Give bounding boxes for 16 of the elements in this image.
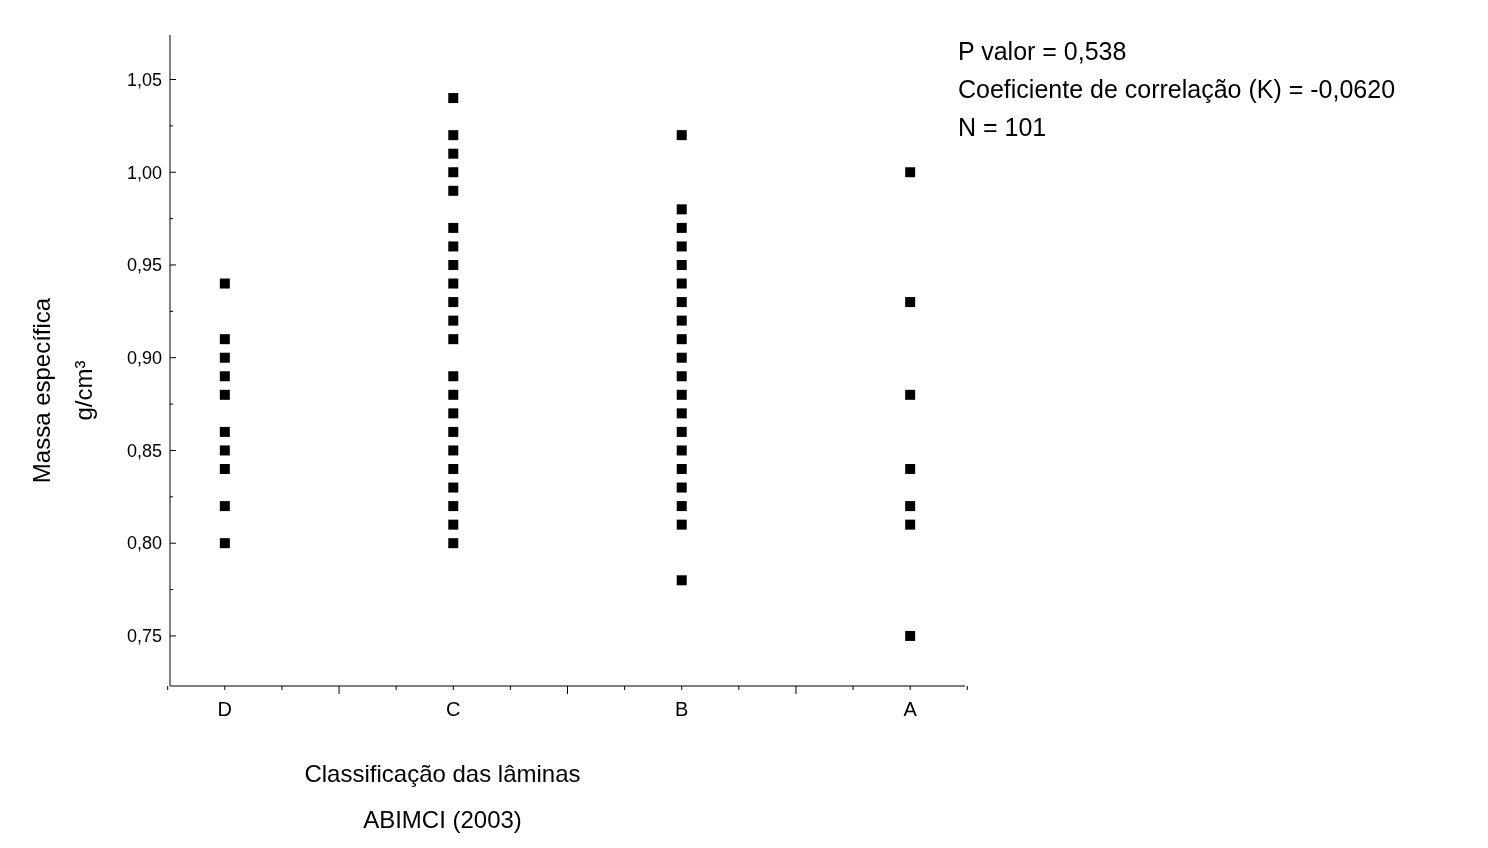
y-axis-title: Massa específica g/cm³ — [28, 297, 97, 484]
x-tick-label: D — [217, 698, 233, 720]
y-tick-label: 0,80 — [126, 533, 162, 554]
annotation: Coeficiente de correlação (K) = -0,0620 — [958, 75, 1396, 103]
x-tick-label: B — [675, 698, 689, 720]
x-axis-title: Classificação das lâminas ABIMCI (2003) — [304, 760, 581, 833]
y-tick-label: 1,05 — [126, 69, 162, 90]
y-tick-label: 0,75 — [126, 626, 162, 647]
annotation: P valor = 0,538 — [958, 37, 1127, 65]
x-tick-label: A — [903, 698, 918, 720]
y-tick-label: 0,95 — [126, 255, 162, 276]
y-tick-label: 0,90 — [126, 348, 162, 369]
annotation: N = 101 — [958, 113, 1047, 141]
y-tick-label: 1,00 — [126, 162, 162, 183]
x-tick-label: C — [446, 698, 461, 720]
y-tick-label: 0,85 — [126, 440, 162, 461]
